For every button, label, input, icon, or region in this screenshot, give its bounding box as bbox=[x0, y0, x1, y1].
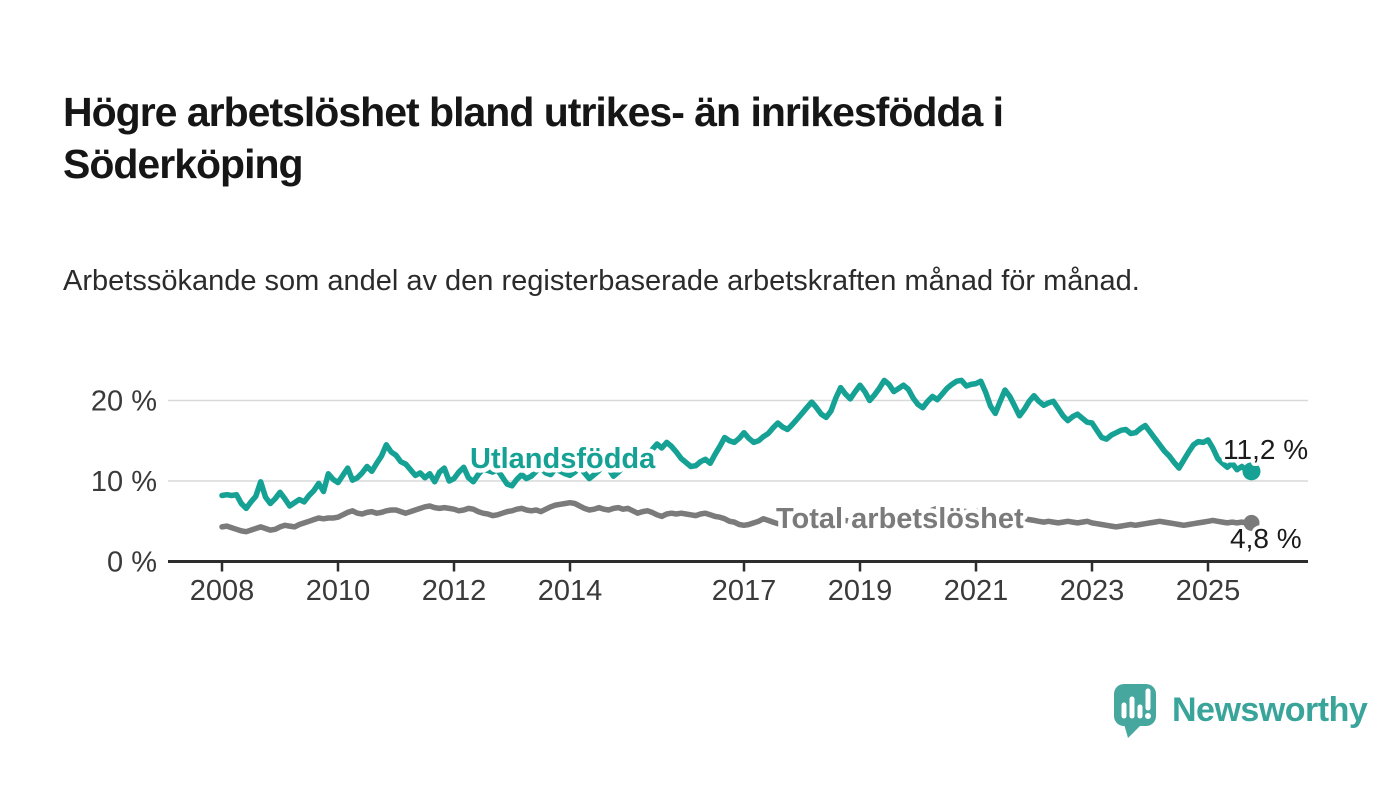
series-end-dot-0 bbox=[1242, 462, 1261, 481]
newsworthy-wordmark: Newsworthy bbox=[1172, 690, 1368, 729]
y-axis-labels: 0 % 10 % 20 % bbox=[91, 386, 157, 579]
series-label-total: Total arbetslöshet bbox=[776, 503, 1024, 535]
x-tick-label: 2019 bbox=[828, 575, 893, 607]
x-axis-labels: 2008 2010 2012 2014 2017 2019 2021 2023 2025 bbox=[190, 575, 1241, 607]
y-tick-label: 0 % bbox=[107, 547, 157, 579]
series-line-1 bbox=[219, 499, 1255, 535]
series-line-0 bbox=[219, 377, 1255, 512]
x-tick-label: 2008 bbox=[190, 575, 255, 607]
newsworthy-brand: Newsworthy bbox=[1112, 682, 1368, 738]
x-tick-label: 2010 bbox=[306, 575, 371, 607]
x-tick-label: 2021 bbox=[944, 575, 1009, 607]
chart-subtitle: Arbetssökande som andel av den registerb… bbox=[63, 265, 1140, 297]
newsworthy-logo-icon bbox=[1114, 684, 1156, 738]
x-tick-label: 2014 bbox=[538, 575, 603, 607]
series-label-utlandsfodda: Utlandsfödda bbox=[470, 443, 656, 475]
x-axis-ticks bbox=[220, 561, 1210, 572]
x-tick-label: 2023 bbox=[1060, 575, 1125, 607]
end-value-label-total: 4,8 % bbox=[1230, 523, 1302, 554]
x-tick-label: 2025 bbox=[1176, 575, 1241, 607]
series-end-dot-1 bbox=[1243, 514, 1260, 531]
y-tick-label: 20 % bbox=[91, 386, 157, 418]
x-tick-label: 2012 bbox=[422, 575, 487, 607]
gridlines bbox=[168, 399, 1308, 482]
x-tick-label: 2017 bbox=[712, 575, 777, 607]
y-tick-label: 10 % bbox=[91, 466, 157, 498]
page-title: Högre arbetslöshet bland utrikes- än inr… bbox=[63, 89, 1004, 188]
end-value-label-utlandsfodda: 11,2 % bbox=[1223, 434, 1308, 465]
